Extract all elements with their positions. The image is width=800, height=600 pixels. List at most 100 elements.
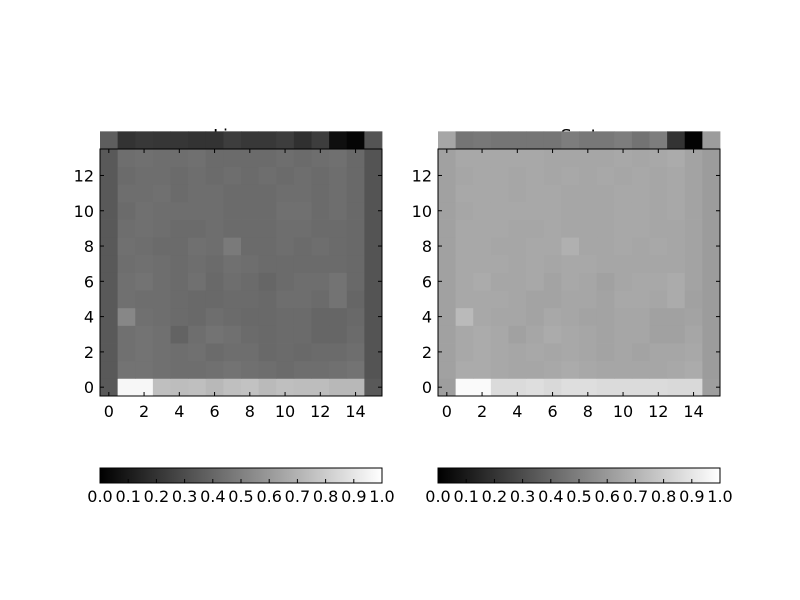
heatmap-cell: [667, 360, 686, 379]
heatmap-cell: [276, 360, 295, 379]
heatmap-cell: [667, 201, 686, 220]
heatmap-cell: [188, 219, 207, 238]
heatmap-cell: [311, 290, 330, 309]
heatmap-cell: [702, 272, 721, 291]
heatmap-cell: [561, 219, 580, 238]
heatmap-cell: [364, 131, 383, 150]
heatmap-cell: [205, 184, 224, 203]
x-tick-label: 2: [477, 402, 487, 421]
heatmap-cell: [438, 325, 457, 344]
heatmap-cell: [508, 166, 527, 185]
heatmap-cell: [614, 378, 633, 397]
heatmap-cell: [241, 272, 260, 291]
heatmap-cell: [684, 360, 703, 379]
colorbar-tick-label: 0.3: [510, 487, 535, 506]
heatmap-cell: [276, 325, 295, 344]
y-tick-label: 12: [74, 166, 94, 185]
heatmap-cell: [258, 237, 277, 256]
heatmap-cell: [241, 290, 260, 309]
heatmap-cell: [579, 237, 598, 256]
heatmap-cell: [508, 290, 527, 309]
heatmap-cell: [543, 131, 562, 150]
heatmap-cell: [135, 290, 154, 309]
heatmap-cell: [293, 184, 312, 203]
heatmap-cell: [364, 237, 383, 256]
heatmap-cell: [170, 131, 189, 150]
heatmap-cell: [702, 360, 721, 379]
heatmap-cell: [329, 149, 348, 168]
heatmap-cell: [579, 254, 598, 273]
heatmap-cell: [117, 237, 136, 256]
heatmap-cell: [579, 378, 598, 397]
heatmap-cell: [135, 201, 154, 220]
heatmap-cell: [329, 272, 348, 291]
heatmap-cell: [346, 325, 365, 344]
colorbar-tick-label: 0.9: [341, 487, 366, 506]
heatmap-cell: [188, 272, 207, 291]
heatmap-cell: [293, 219, 312, 238]
heatmap-cell: [293, 166, 312, 185]
heatmap-cell: [438, 184, 457, 203]
heatmap-cell: [702, 378, 721, 397]
heatmap-cell: [438, 307, 457, 326]
heatmap-cell: [596, 184, 615, 203]
heatmap-cell: [596, 201, 615, 220]
x-tick-label: 4: [512, 402, 522, 421]
heatmap-cell: [438, 201, 457, 220]
heatmap-cell: [543, 307, 562, 326]
heatmap-cell: [117, 219, 136, 238]
heatmap-cell: [579, 184, 598, 203]
heatmap-cell: [455, 184, 474, 203]
heatmap-cell: [561, 272, 580, 291]
heatmap-cell: [258, 307, 277, 326]
heatmap-cell: [311, 343, 330, 362]
heatmap-cell: [117, 166, 136, 185]
heatmap-cell: [100, 237, 119, 256]
heatmap-cell: [311, 184, 330, 203]
heatmap-cell: [241, 307, 260, 326]
heatmap-cell: [702, 219, 721, 238]
heatmap-cell: [311, 219, 330, 238]
heatmap-cell: [135, 325, 154, 344]
heatmap-cell: [117, 254, 136, 273]
heatmap-cell: [293, 343, 312, 362]
heatmap-cell: [188, 149, 207, 168]
heatmap-cell: [526, 307, 545, 326]
heatmap-cell: [438, 290, 457, 309]
heatmap-cell: [543, 149, 562, 168]
heatmap-cell: [526, 149, 545, 168]
heatmap-cell: [311, 325, 330, 344]
heatmap-cell: [329, 237, 348, 256]
heatmap-cell: [205, 325, 224, 344]
heatmap-cell: [596, 290, 615, 309]
heatmap-cell: [293, 131, 312, 150]
heatmap-cell: [346, 219, 365, 238]
heatmap-cell: [561, 378, 580, 397]
heatmap-cell: [614, 166, 633, 185]
heatmap-cell: [152, 290, 171, 309]
heatmap-cell: [258, 166, 277, 185]
heatmap-cell: [473, 219, 492, 238]
x-tick-label: 10: [613, 402, 633, 421]
heatmap-cell: [364, 219, 383, 238]
heatmap-cell: [117, 184, 136, 203]
heatmap-cell: [561, 237, 580, 256]
heatmap-cell: [508, 254, 527, 273]
heatmap-cell: [170, 360, 189, 379]
heatmap-cell: [631, 343, 650, 362]
x-tick-label: 0: [104, 402, 114, 421]
heatmap-cell: [684, 166, 703, 185]
heatmap-cell: [631, 254, 650, 273]
y-tick-label: 0: [84, 378, 94, 397]
heatmap-cell: [508, 378, 527, 397]
heatmap-cell: [188, 201, 207, 220]
heatmap-cell: [455, 360, 474, 379]
heatmap-cell: [276, 201, 295, 220]
heatmap-cell: [293, 237, 312, 256]
x-tick-label: 10: [275, 402, 295, 421]
heatmap-cell: [684, 131, 703, 150]
heatmap-cell: [364, 343, 383, 362]
heatmap-cell: [579, 219, 598, 238]
x-tick-label: 6: [547, 402, 557, 421]
heatmap-cell: [490, 184, 509, 203]
